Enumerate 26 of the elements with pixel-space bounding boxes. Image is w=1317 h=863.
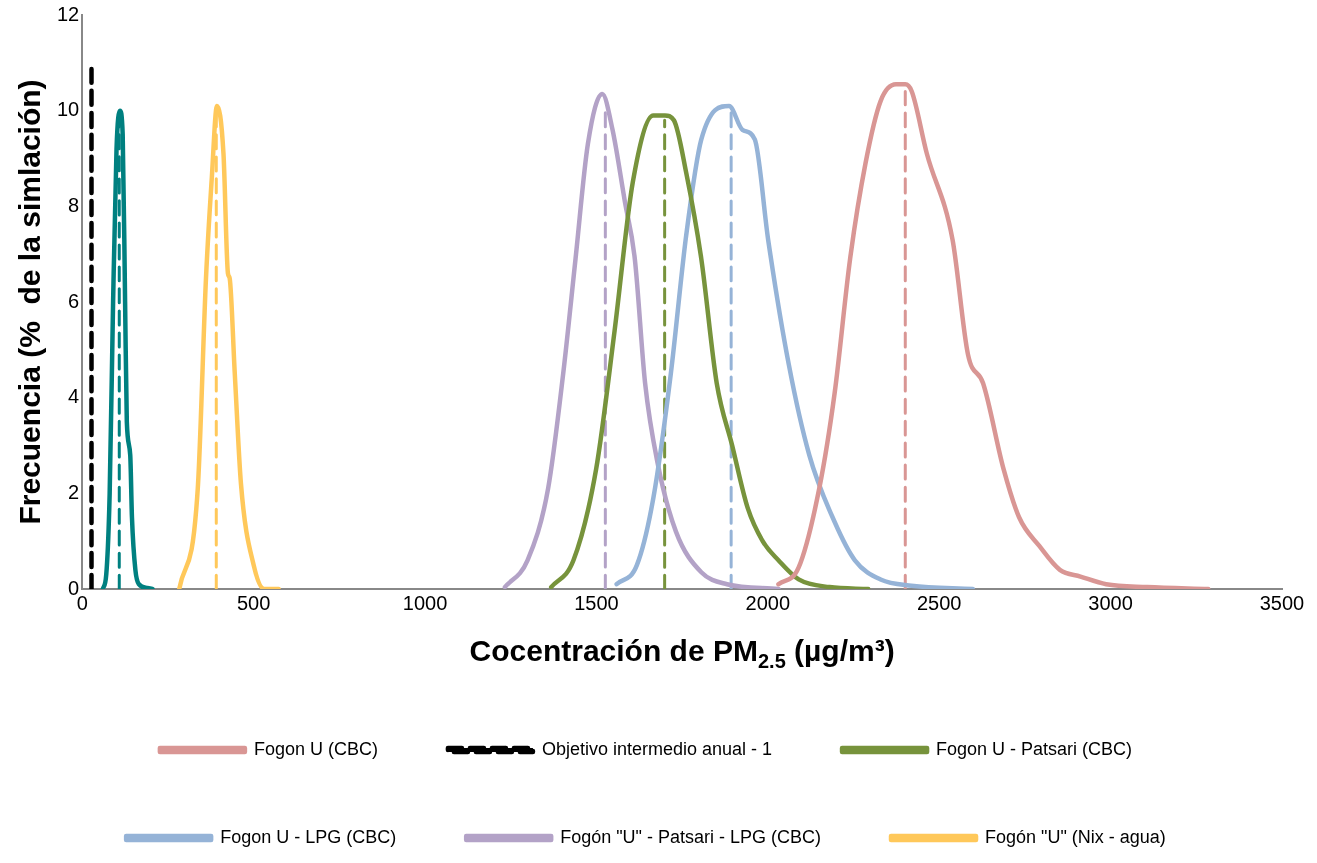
y-tick-label: 12 <box>57 2 80 25</box>
y-tick-label: 10 <box>57 98 80 121</box>
legend-label: Fogón "U" - Patsari - LPG (CBC) <box>560 826 822 847</box>
line-series <box>776 82 1211 589</box>
x-tick-label: 1500 <box>574 591 619 614</box>
y-tick-label: 6 <box>68 289 80 312</box>
y-tick-label: 2 <box>68 480 80 503</box>
line-series <box>614 103 976 589</box>
y-tick-label: 8 <box>68 193 80 216</box>
legend-label: Fogon U - LPG (CBC) <box>220 826 397 847</box>
line-series <box>548 113 871 589</box>
legend-label: Fogon U - Patsari (CBC) <box>936 738 1133 759</box>
x-tick-label: 3000 <box>1088 591 1133 614</box>
legend-label: Objetivo intermedio anual - 1 <box>541 738 773 759</box>
y-tick-label: 4 <box>68 385 80 408</box>
x-tick-label: 1000 <box>402 591 448 614</box>
x-tick-label: 2500 <box>916 591 962 614</box>
line-series <box>502 91 781 589</box>
x-tick-label: 2000 <box>745 591 791 614</box>
line-series <box>177 103 281 589</box>
x-tick-label: 3500 <box>1259 591 1305 614</box>
legend-label: Fogon U (CBC) <box>253 738 378 759</box>
legend-label: Fogón "U" (Nix - agua) <box>985 826 1166 847</box>
y-axis-title: Frecuencia (% de la simlación) <box>13 79 47 525</box>
x-tick-label: 500 <box>236 591 271 614</box>
line-series <box>100 108 155 589</box>
